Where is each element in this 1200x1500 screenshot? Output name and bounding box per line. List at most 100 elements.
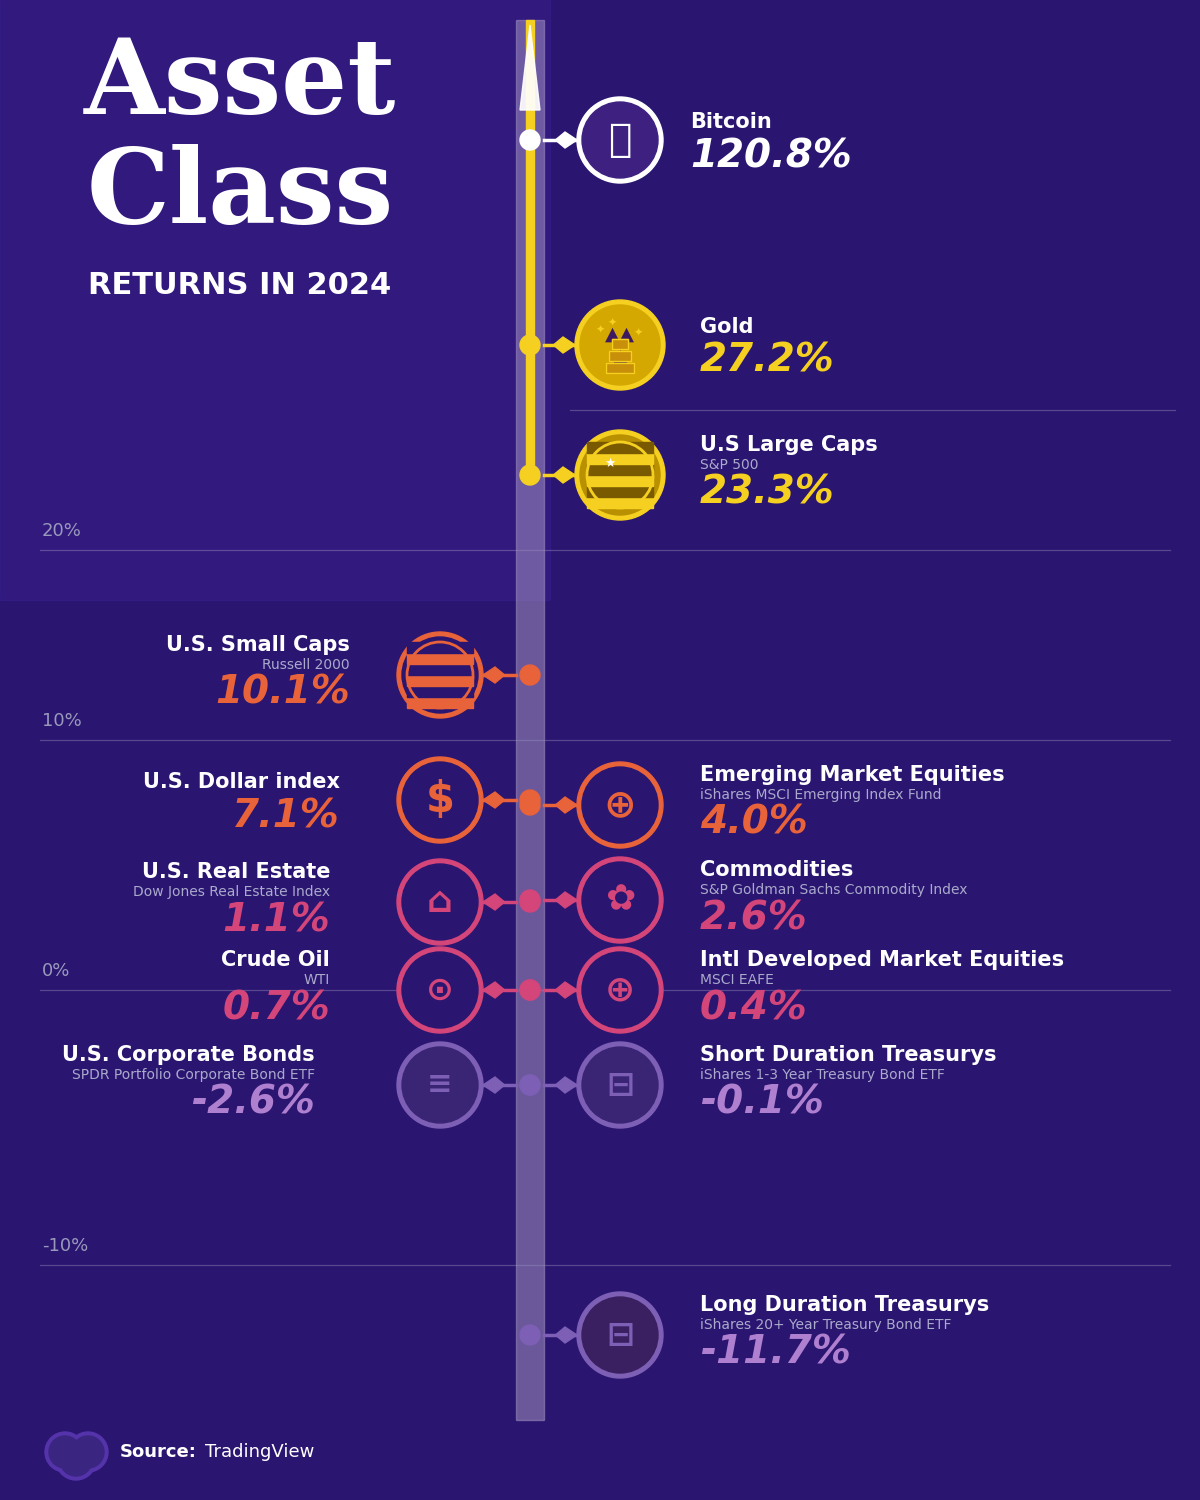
Text: Long Duration Treasurys: Long Duration Treasurys <box>700 1294 989 1316</box>
Circle shape <box>520 980 540 1000</box>
Bar <box>587 464 653 476</box>
Circle shape <box>60 1444 92 1476</box>
Text: ⊙: ⊙ <box>426 974 454 1006</box>
Text: iShares 1-3 Year Treasury Bond ETF: iShares 1-3 Year Treasury Bond ETF <box>700 1068 944 1082</box>
Text: iShares MSCI Emerging Index Fund: iShares MSCI Emerging Index Fund <box>700 788 942 802</box>
Circle shape <box>520 892 540 912</box>
Text: U.S. Real Estate: U.S. Real Estate <box>142 862 330 882</box>
Circle shape <box>520 334 540 356</box>
Circle shape <box>402 1047 478 1124</box>
Circle shape <box>520 664 540 686</box>
Text: iShares 20+ Year Treasury Bond ETF: iShares 20+ Year Treasury Bond ETF <box>700 1318 952 1332</box>
Text: ⊟: ⊟ <box>606 1318 634 1352</box>
Circle shape <box>582 1298 658 1372</box>
Circle shape <box>402 864 478 940</box>
Text: ≡: ≡ <box>421 654 458 696</box>
Polygon shape <box>520 26 540 109</box>
Bar <box>0 0 550 600</box>
Text: Intl Developed Market Equities: Intl Developed Market Equities <box>700 950 1064 970</box>
Text: Crude Oil: Crude Oil <box>221 950 330 970</box>
Bar <box>610 351 631 361</box>
Text: ★: ★ <box>605 456 616 470</box>
Bar <box>587 442 653 453</box>
Circle shape <box>577 946 662 1034</box>
Text: 23.3%: 23.3% <box>700 474 835 512</box>
Text: Emerging Market Equities: Emerging Market Equities <box>700 765 1004 784</box>
Circle shape <box>582 436 658 513</box>
Circle shape <box>72 1436 104 1468</box>
Text: 10.1%: 10.1% <box>215 674 350 712</box>
Circle shape <box>397 632 482 718</box>
Circle shape <box>68 1432 108 1472</box>
Text: ✦: ✦ <box>634 328 643 338</box>
Bar <box>407 652 473 664</box>
Polygon shape <box>556 132 577 148</box>
Bar <box>606 363 634 374</box>
Text: WTI: WTI <box>304 974 330 987</box>
Text: ▲▲
▲: ▲▲ ▲ <box>605 324 635 366</box>
Circle shape <box>577 762 662 847</box>
Circle shape <box>582 952 658 1028</box>
Bar <box>407 664 473 675</box>
Text: 4.0%: 4.0% <box>700 804 808 842</box>
Circle shape <box>577 1292 662 1378</box>
Circle shape <box>575 300 665 390</box>
Circle shape <box>580 304 660 386</box>
Circle shape <box>397 1042 482 1128</box>
Text: Source:: Source: <box>120 1443 197 1461</box>
Text: Dow Jones Real Estate Index: Dow Jones Real Estate Index <box>133 885 330 898</box>
Text: RETURNS IN 2024: RETURNS IN 2024 <box>89 270 391 300</box>
Text: ≡: ≡ <box>427 1071 452 1100</box>
Text: -11.7%: -11.7% <box>700 1334 851 1372</box>
Circle shape <box>520 980 540 1000</box>
Bar <box>407 675 473 686</box>
Text: MSCI EAFE: MSCI EAFE <box>700 974 774 987</box>
Circle shape <box>520 1324 540 1346</box>
Circle shape <box>397 946 482 1034</box>
Bar <box>587 496 653 508</box>
Circle shape <box>582 766 658 843</box>
Circle shape <box>520 1076 540 1095</box>
Circle shape <box>520 890 540 910</box>
Polygon shape <box>556 1328 577 1342</box>
Circle shape <box>580 435 660 514</box>
Text: Bitcoin: Bitcoin <box>690 112 772 132</box>
Text: U.S. Small Caps: U.S. Small Caps <box>166 634 350 656</box>
Circle shape <box>402 762 478 839</box>
Text: ✦: ✦ <box>595 326 605 334</box>
Text: ⊕: ⊕ <box>605 974 635 1006</box>
Circle shape <box>397 859 482 945</box>
Bar <box>407 686 473 698</box>
Text: ₿: ₿ <box>608 122 631 159</box>
Text: 1.1%: 1.1% <box>222 902 330 939</box>
Polygon shape <box>556 982 577 998</box>
Bar <box>516 20 544 1420</box>
Bar <box>407 698 473 708</box>
Circle shape <box>577 856 662 944</box>
Text: U.S. Corporate Bonds: U.S. Corporate Bonds <box>62 1046 314 1065</box>
Text: -2.6%: -2.6% <box>191 1084 314 1122</box>
Circle shape <box>520 790 540 810</box>
Text: SPDR Portfolio Corporate Bond ETF: SPDR Portfolio Corporate Bond ETF <box>72 1068 314 1082</box>
Circle shape <box>575 430 665 520</box>
Text: $: $ <box>426 778 455 820</box>
Text: ≡: ≡ <box>601 453 638 497</box>
Circle shape <box>46 1432 85 1472</box>
Bar <box>587 476 653 486</box>
Circle shape <box>520 465 540 484</box>
Bar <box>610 351 631 361</box>
Polygon shape <box>553 338 575 352</box>
Text: Commodities: Commodities <box>700 859 853 880</box>
Text: U.S Large Caps: U.S Large Caps <box>700 435 877 454</box>
Circle shape <box>582 102 658 178</box>
Bar <box>612 339 628 350</box>
Polygon shape <box>482 1077 505 1094</box>
Text: U.S. Dollar index: U.S. Dollar index <box>143 772 340 792</box>
Text: S&P Goldman Sachs Commodity Index: S&P Goldman Sachs Commodity Index <box>700 884 967 897</box>
Circle shape <box>56 1440 96 1480</box>
Circle shape <box>520 130 540 150</box>
Bar <box>587 453 653 464</box>
Text: ⊕: ⊕ <box>604 786 636 824</box>
Text: S&P 500: S&P 500 <box>700 458 758 472</box>
Text: 27.2%: 27.2% <box>700 342 835 380</box>
